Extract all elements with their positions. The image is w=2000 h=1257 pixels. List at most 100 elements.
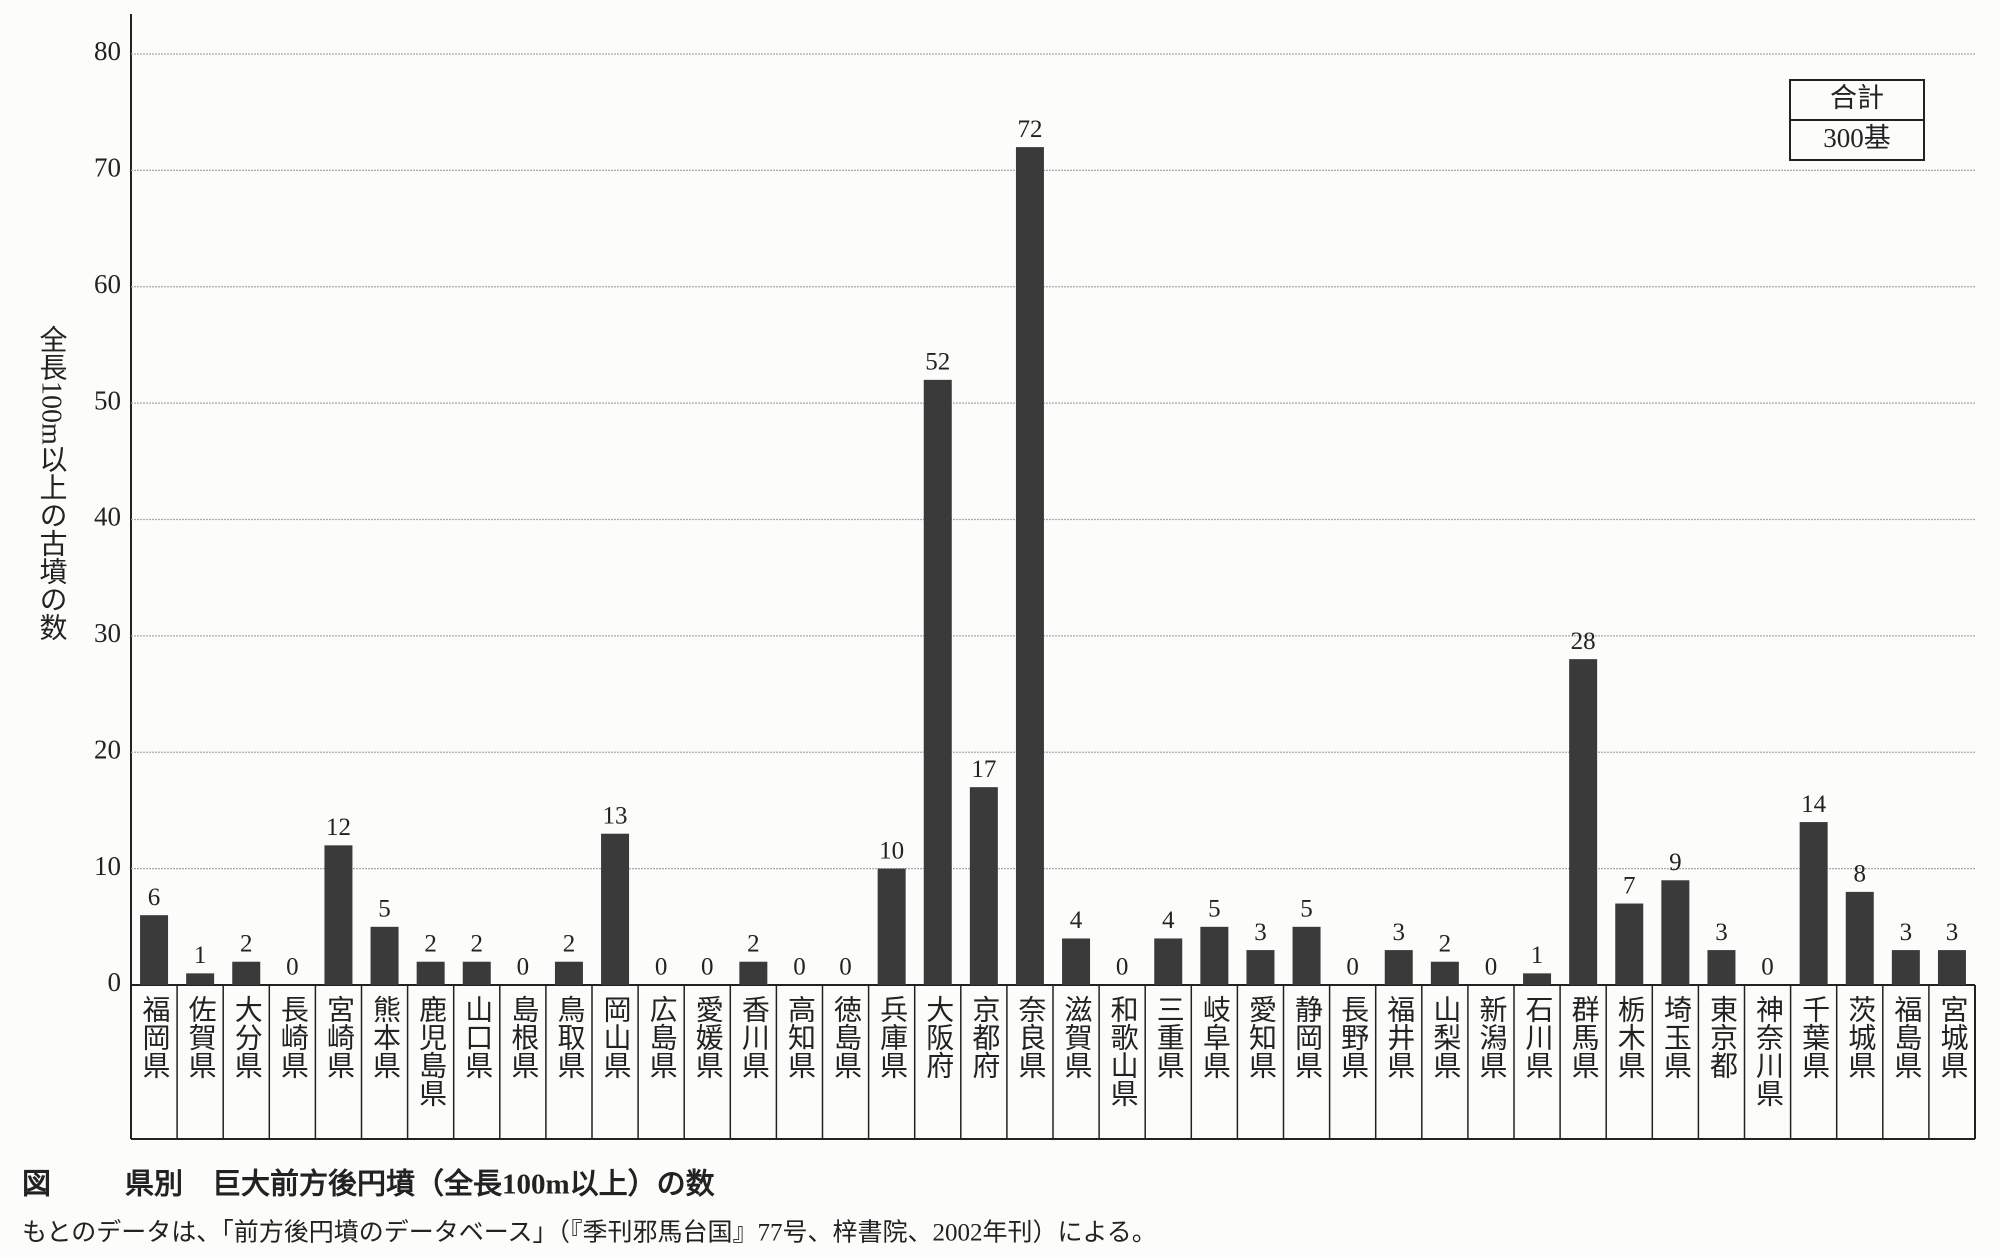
x-tick-label: 京都府 — [968, 995, 1000, 1079]
value-label: 5 — [378, 896, 391, 923]
value-label: 13 — [603, 802, 628, 829]
x-tick-label: 宮崎県 — [323, 995, 354, 1079]
value-label: 2 — [471, 930, 484, 957]
value-label: 0 — [1485, 954, 1498, 981]
y-tick-label: 40 — [94, 502, 121, 532]
x-tick-label: 埼玉県 — [1660, 995, 1692, 1079]
x-tick-label: 福岡県 — [139, 995, 171, 1079]
x-tick-label: 石川県 — [1522, 995, 1554, 1079]
total-box-text: 300基 — [1823, 123, 1891, 153]
value-label: 2 — [424, 930, 437, 957]
value-label: 28 — [1571, 628, 1596, 655]
y-tick-label: 0 — [108, 967, 122, 997]
value-label: 0 — [1761, 954, 1774, 981]
value-label: 1 — [1531, 942, 1544, 969]
x-tick-label: 宮城県 — [1936, 995, 1967, 1079]
x-tick-label: 高知県 — [784, 995, 816, 1079]
value-label: 3 — [1946, 919, 1959, 946]
y-tick-label: 70 — [94, 153, 121, 183]
value-label: 0 — [1116, 954, 1129, 981]
value-label: 12 — [326, 814, 351, 841]
chart-note: もとのデータは、「前方後円墳のデータベース」（『季刊邪馬台国』77号、梓書院、2… — [22, 1219, 1157, 1247]
value-label: 72 — [1017, 116, 1042, 143]
x-tick-label: 和歌山県 — [1107, 995, 1139, 1107]
value-label: 0 — [655, 954, 668, 981]
bar — [1661, 880, 1690, 985]
bar — [739, 961, 768, 985]
x-tick-label: 長崎県 — [277, 995, 308, 1079]
x-tick-label: 新潟県 — [1475, 995, 1506, 1079]
value-label: 5 — [1208, 896, 1221, 923]
bar — [1430, 961, 1459, 985]
value-label: 3 — [1715, 919, 1728, 946]
bar — [969, 787, 998, 985]
bar — [370, 926, 399, 985]
value-label: 14 — [1801, 791, 1827, 818]
value-label: 2 — [1439, 930, 1452, 957]
bar — [140, 915, 169, 985]
x-tick-label: 千葉県 — [1798, 995, 1830, 1079]
bar — [462, 961, 491, 985]
x-tick-label: 栃木県 — [1614, 995, 1646, 1079]
bar — [1615, 903, 1644, 985]
y-tick-label: 80 — [94, 36, 121, 66]
x-tick-label: 静岡県 — [1291, 995, 1322, 1079]
value-label: 7 — [1623, 872, 1636, 899]
x-tick-label: 島根県 — [507, 995, 539, 1079]
y-tick-label: 10 — [94, 851, 121, 881]
x-tick-label: 佐賀県 — [185, 995, 217, 1079]
bar — [1799, 822, 1828, 985]
bar — [1200, 926, 1229, 985]
bar — [1707, 950, 1736, 985]
bar — [1062, 938, 1091, 985]
bar — [554, 961, 583, 985]
x-tick-label: 福島県 — [1890, 995, 1922, 1079]
y-axis-label: 全長100m以上の古墳の数 — [36, 325, 68, 641]
x-tick-label: 熊本県 — [369, 995, 400, 1079]
bar — [416, 961, 445, 985]
x-tick-label: 奈良県 — [1014, 995, 1046, 1079]
x-tick-label: 兵庫県 — [876, 995, 908, 1079]
x-tick-label: 東京都 — [1706, 995, 1738, 1079]
total-box: 合計 300基 — [1789, 79, 1925, 161]
value-label: 9 — [1669, 849, 1682, 876]
bar — [186, 973, 215, 985]
value-label: 10 — [879, 837, 904, 864]
bar — [324, 845, 353, 985]
total-box-label: 合計 — [1830, 83, 1884, 113]
x-tick-label: 岡山県 — [600, 995, 631, 1079]
bar — [232, 961, 261, 985]
bar — [1845, 891, 1874, 985]
bar — [1154, 938, 1183, 985]
value-label: 2 — [240, 930, 253, 957]
value-label: 52 — [925, 349, 950, 376]
figure-label: 図 — [22, 1169, 51, 1201]
x-tick-label: 滋賀県 — [1061, 995, 1093, 1079]
value-label: 0 — [286, 954, 299, 981]
x-tick-label: 愛知県 — [1245, 995, 1277, 1079]
x-tick-label: 大阪府 — [922, 995, 953, 1079]
value-label: 0 — [793, 954, 806, 981]
value-label: 0 — [701, 954, 714, 981]
value-label: 0 — [839, 954, 852, 981]
value-label: 3 — [1254, 919, 1267, 946]
x-tick-label: 徳島県 — [830, 995, 862, 1079]
value-label: 3 — [1393, 919, 1406, 946]
x-tick-label: 山口県 — [461, 995, 492, 1079]
x-tick-label: 福井県 — [1383, 995, 1415, 1079]
value-label: 1 — [194, 942, 207, 969]
bar — [1937, 950, 1966, 985]
value-label: 4 — [1070, 907, 1083, 934]
value-label: 5 — [1300, 896, 1313, 923]
x-tick-label: 岐阜県 — [1199, 995, 1230, 1079]
bar — [1384, 950, 1413, 985]
y-tick-label: 50 — [94, 385, 121, 415]
value-label: 3 — [1900, 919, 1913, 946]
value-label: 2 — [563, 930, 576, 957]
y-tick-label: 30 — [94, 618, 121, 648]
bar — [923, 379, 952, 986]
value-label: 6 — [148, 884, 161, 911]
x-tick-label: 愛媛県 — [692, 995, 724, 1079]
y-tick-label: 20 — [94, 734, 121, 764]
